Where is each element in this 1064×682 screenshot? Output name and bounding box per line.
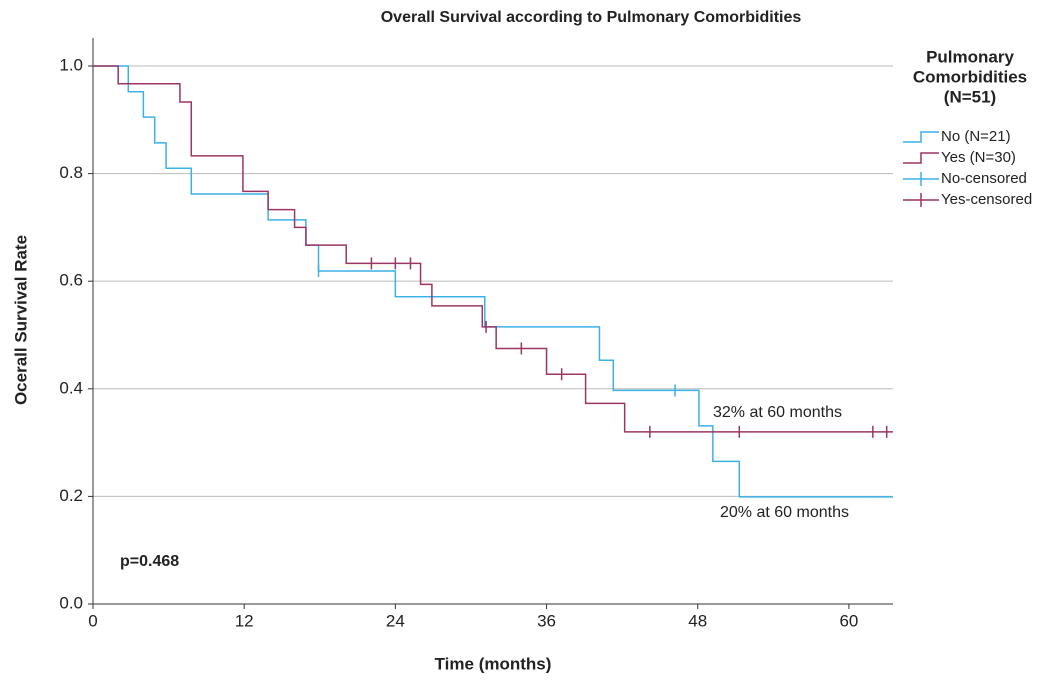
legend-title: (N=51) [944,87,996,106]
y-tick-label: 0.8 [59,163,83,182]
x-tick-label: 48 [688,611,707,630]
legend-label: No (N=21) [941,128,1011,145]
legend-label: Yes-censored [941,191,1032,208]
chart-title: Overall Survival according to Pulmonary … [381,9,802,26]
legend-swatch [903,131,939,143]
legend-swatch [903,152,939,164]
legend-title: Comorbidities [913,67,1027,86]
x-tick-label: 36 [537,611,556,630]
survival-line [93,65,893,433]
y-tick-label: 0.6 [59,271,83,290]
y-tick-label: 0.2 [59,486,83,505]
annotation: 32% at 60 months [713,404,842,421]
x-axis-label: Time (months) [435,654,552,673]
survival-line [93,65,893,498]
legend-title: Pulmonary [926,47,1014,66]
annotation: p=0.468 [120,553,179,570]
y-tick-label: 0.0 [59,593,83,612]
annotation: 20% at 60 months [720,504,849,521]
y-tick-label: 0.4 [59,378,83,397]
legend-label: Yes (N=30) [941,149,1016,166]
x-tick-label: 0 [88,611,97,630]
x-tick-label: 24 [386,611,405,630]
x-tick-label: 60 [839,611,858,630]
y-axis-label: Ocerall Survival Rate [11,235,30,405]
x-tick-label: 12 [235,611,254,630]
legend-label: No-censored [941,170,1027,187]
y-tick-label: 1.0 [59,55,83,74]
